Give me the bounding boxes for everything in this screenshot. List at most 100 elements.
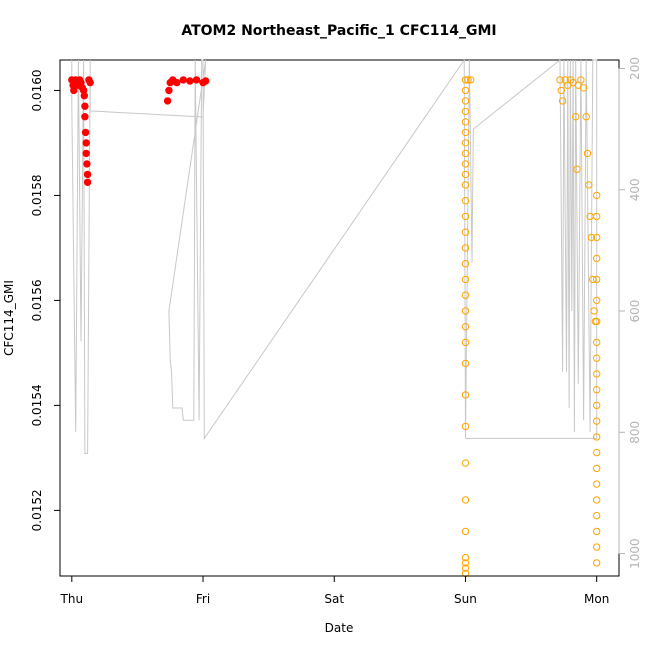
data-point — [587, 233, 596, 242]
right-tick-label: 400 — [628, 178, 642, 201]
data-point — [461, 86, 470, 95]
data-point — [186, 77, 194, 85]
data-point — [593, 233, 601, 242]
data-point — [593, 191, 601, 200]
data-point — [572, 113, 580, 121]
data-point — [593, 354, 601, 362]
data-point — [593, 338, 601, 347]
y-tick-label: 0.0154 — [30, 384, 44, 426]
data-point — [579, 84, 588, 92]
data-point — [558, 97, 567, 105]
data-point — [593, 527, 601, 536]
data-point — [461, 128, 470, 137]
data-point — [461, 323, 470, 331]
data-point — [593, 417, 601, 425]
data-point — [461, 260, 470, 268]
data-point — [461, 559, 470, 567]
data-point — [461, 307, 470, 315]
data-point — [83, 160, 91, 168]
x-tick-label: Thu — [60, 592, 84, 606]
data-point — [163, 97, 172, 105]
data-point — [83, 170, 92, 179]
data-point — [593, 559, 601, 567]
data-points-layer — [68, 76, 601, 578]
data-point — [583, 149, 592, 158]
data-point — [461, 459, 470, 467]
data-point — [573, 165, 581, 173]
data-point — [593, 464, 601, 473]
data-point — [557, 86, 565, 95]
data-point — [461, 170, 470, 179]
data-point — [82, 149, 90, 158]
pressure-line — [71, 58, 598, 454]
pressure-line-layer — [71, 58, 598, 454]
data-point — [461, 553, 470, 562]
data-point — [461, 212, 470, 221]
data-point — [461, 527, 470, 536]
data-point — [461, 291, 470, 299]
data-point — [593, 254, 601, 263]
data-point — [80, 92, 89, 100]
data-point — [461, 181, 470, 189]
x-tick-label: Sun — [454, 592, 477, 606]
data-point — [461, 149, 470, 158]
y-axis-label: CFC114_GMI — [2, 280, 16, 356]
data-point — [81, 128, 90, 137]
data-point — [461, 76, 470, 84]
data-point — [464, 76, 472, 84]
data-point — [593, 511, 601, 520]
data-point — [202, 77, 210, 85]
y-tick-label: 0.0160 — [30, 69, 44, 111]
data-point — [82, 139, 90, 147]
data-point — [593, 212, 601, 221]
plot-frame — [59, 59, 620, 577]
data-point — [589, 275, 597, 284]
y-tick-label: 0.0156 — [30, 279, 44, 321]
data-point — [86, 78, 94, 87]
right-tick-label: 200 — [628, 57, 642, 80]
data-point — [461, 228, 470, 236]
data-point — [461, 338, 470, 347]
data-point — [81, 113, 89, 121]
data-point — [461, 391, 470, 399]
data-point — [593, 296, 601, 305]
data-point — [461, 244, 470, 252]
data-point — [192, 76, 201, 84]
x-tick-label: Fri — [196, 592, 210, 606]
data-point — [582, 113, 590, 121]
x-tick-label: Mon — [584, 592, 609, 606]
right-axis: 200 400 600 800 1000 — [618, 57, 642, 569]
x-axis: Thu Fri Sat Sun Mon — [60, 575, 609, 606]
data-point — [593, 543, 601, 551]
x-tick-label: Sat — [324, 592, 344, 606]
data-point — [593, 448, 601, 457]
data-point — [461, 97, 470, 105]
y-tick-label: 0.0158 — [30, 174, 44, 216]
data-point — [593, 386, 601, 394]
data-point — [83, 178, 92, 187]
data-point — [556, 76, 564, 84]
data-point — [461, 139, 470, 147]
data-point — [593, 433, 601, 441]
right-tick-label: 600 — [628, 300, 642, 323]
data-point — [461, 496, 470, 504]
data-point — [593, 317, 601, 326]
data-point — [81, 102, 89, 110]
data-point — [173, 78, 181, 87]
data-point — [577, 76, 585, 84]
data-point — [461, 359, 470, 368]
data-point — [590, 307, 598, 315]
data-point — [593, 496, 601, 504]
right-tick-label: 1000 — [628, 538, 642, 569]
data-point — [461, 422, 470, 431]
data-point — [467, 76, 475, 84]
data-point — [593, 401, 601, 410]
data-point — [461, 564, 470, 572]
data-point — [179, 76, 188, 84]
x-axis-label: Date — [325, 621, 354, 635]
chart-title: ATOM2 Northeast_Pacific_1 CFC114_GMI — [181, 23, 496, 39]
data-point — [461, 197, 470, 205]
data-point — [461, 118, 470, 126]
